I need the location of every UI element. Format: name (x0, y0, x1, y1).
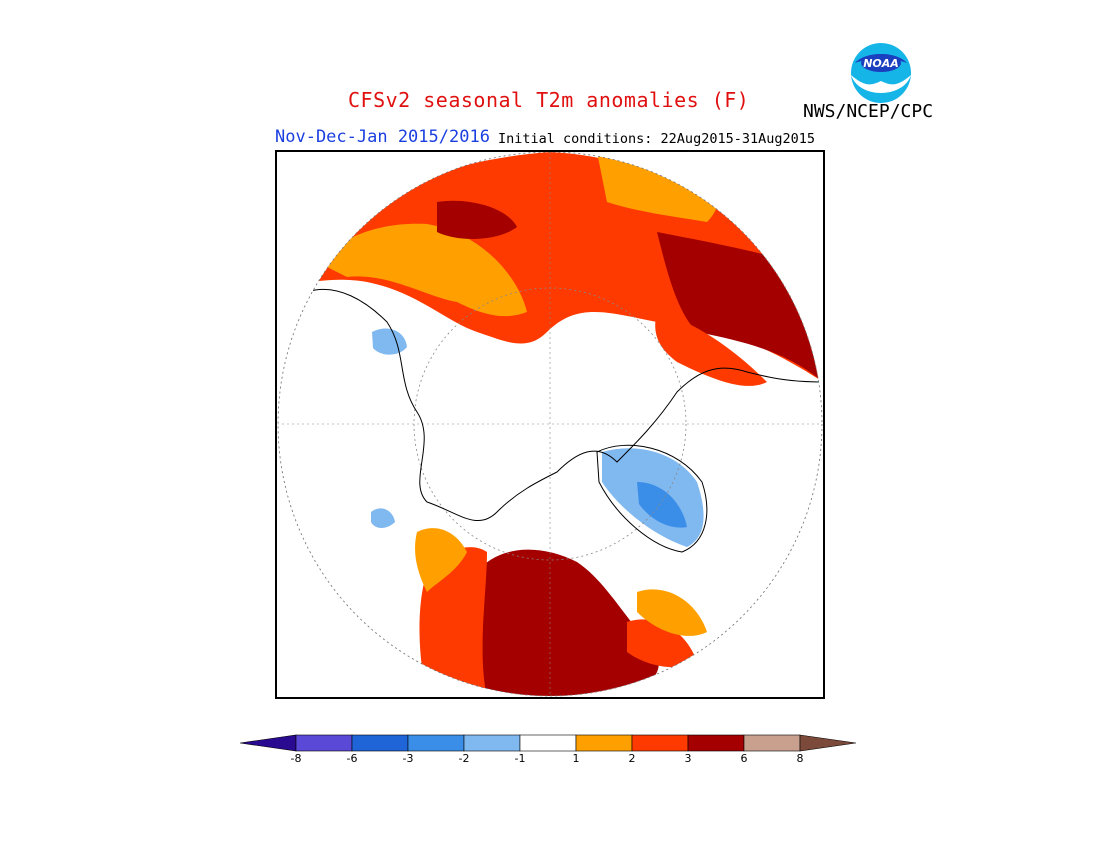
colorbar-tick-label: 8 (796, 752, 804, 765)
colorbar-swatch (687, 734, 745, 752)
coastline (306, 288, 822, 522)
colorbar-tick-label: -1 (514, 752, 526, 765)
colorbar-tick-label: 1 (572, 752, 580, 765)
colorbar-tick-label: 6 (740, 752, 748, 765)
map-frame (275, 150, 825, 699)
anomaly-region-east-canada-3f (627, 619, 697, 668)
colorbar-swatch (295, 734, 353, 752)
anomaly-region-alaska-2f (415, 528, 467, 592)
colorbar-under-triangle (240, 734, 297, 752)
colorbar-tick-label: 3 (684, 752, 692, 765)
colorbar-tick-label: -8 (290, 752, 302, 765)
colorbar-swatch (519, 734, 577, 752)
colorbar-swatch (631, 734, 689, 752)
anomaly-region-east-asia-3f (655, 312, 767, 386)
logo-text: NOAA (863, 57, 899, 70)
polar-map (277, 152, 823, 697)
colorbar-swatch (743, 734, 801, 752)
anomaly-region-north-america-6f (469, 549, 659, 696)
anomaly-region-eurasia-2f (317, 223, 527, 317)
colorbar-over-triangle (799, 734, 857, 752)
agency-label: NWS/NCEP/CPC (803, 101, 934, 122)
colorbar-swatch (407, 734, 465, 752)
season-label: Nov-Dec-Jan 2015/2016 (275, 127, 490, 147)
colorbar-tick-label: -2 (458, 752, 470, 765)
colorbar-tick-label: -6 (346, 752, 358, 765)
initial-conditions-label: Initial conditions: 22Aug2015-31Aug2015 (498, 131, 815, 147)
noaa-logo: NOAA (850, 42, 912, 104)
colorbar (240, 734, 857, 752)
anomaly-region-north-america-3f (419, 547, 487, 696)
colorbar-tick-label: -3 (402, 752, 414, 765)
coastline-greenland (596, 444, 708, 553)
colorbar-swatch (351, 734, 409, 752)
anomaly-region-pacific-minus1f (371, 508, 395, 528)
colorbar-swatch (463, 734, 521, 752)
anomaly-region-scandinavia-6f (437, 200, 517, 239)
chart-title: CFSv2 seasonal T2m anomalies (F) (348, 88, 750, 112)
anomaly-region-greenland-minus2f (637, 482, 687, 528)
colorbar-swatch (575, 734, 633, 752)
anomaly-region-labrador-2f (637, 589, 707, 636)
colorbar-tick-label: 2 (628, 752, 636, 765)
